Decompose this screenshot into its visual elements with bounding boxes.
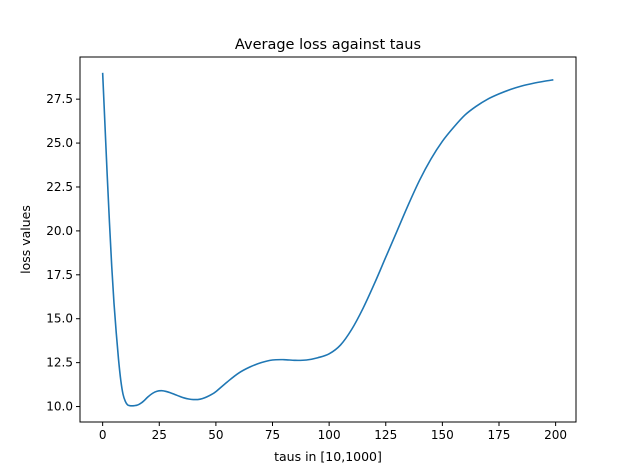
x-tick-label: 100: [318, 428, 341, 442]
chart-title: Average loss against taus: [235, 37, 421, 53]
x-tick-label: 125: [374, 428, 397, 442]
y-tick-label: 12.5: [46, 356, 73, 370]
x-tick-label: 175: [488, 428, 511, 442]
y-tick-label: 27.5: [46, 92, 73, 106]
plot-area-frame: [79, 56, 577, 423]
x-tick-label: 50: [208, 428, 223, 442]
y-tick-label: 22.5: [46, 180, 73, 194]
y-tick-label: 20.0: [46, 224, 73, 238]
y-tick-label: 15.0: [46, 312, 73, 326]
y-axis-label: loss values: [18, 205, 33, 274]
y-tick-label: 25.0: [46, 136, 73, 150]
y-tick-label: 10.0: [46, 400, 73, 414]
y-tick-label: 17.5: [46, 268, 73, 282]
ticks-layer: 0 25 50 75 100 125 150 175 200 10.0 12.5 15.0 17.5 20…: [46, 92, 567, 442]
x-tick-label: 25: [152, 428, 167, 442]
loss-series-line: [101, 72, 554, 407]
x-tick-label: 0: [99, 428, 107, 442]
x-tick-label: 200: [544, 428, 567, 442]
x-tick-label: 75: [265, 428, 280, 442]
x-tick-label: 150: [431, 428, 454, 442]
x-axis-label: taus in [10,1000]: [274, 449, 382, 464]
series-layer: [101, 72, 554, 407]
